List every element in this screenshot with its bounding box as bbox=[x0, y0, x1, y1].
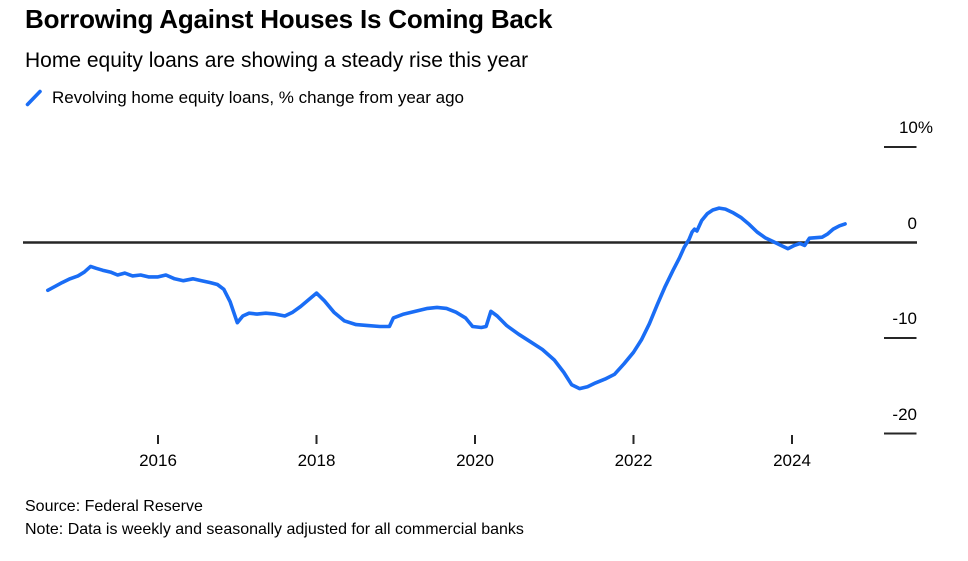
y-axis-label: 10% bbox=[898, 118, 933, 137]
home-equity-loans-line bbox=[46, 206, 847, 391]
legend: Revolving home equity loans, % change fr… bbox=[25, 88, 464, 108]
x-axis-label: 2022 bbox=[614, 451, 653, 470]
y-axis-label: 0 bbox=[907, 213, 917, 233]
source-text: Source: Federal Reserve bbox=[25, 498, 203, 515]
y-axis-label: -10 bbox=[892, 309, 917, 328]
chart-title: Borrowing Against Houses Is Coming Back bbox=[25, 4, 553, 34]
note-text: Note: Data is weekly and seasonally adju… bbox=[25, 521, 524, 538]
blue-slash-icon bbox=[25, 89, 42, 107]
x-axis-label: 2020 bbox=[456, 451, 494, 470]
chart-subtitle: Home equity loans are showing a steady r… bbox=[25, 49, 529, 72]
y-axis-label: -20 bbox=[892, 404, 917, 424]
x-axis-label: 2024 bbox=[773, 451, 811, 470]
x-axis-label: 2016 bbox=[139, 451, 177, 470]
legend-label: Revolving home equity loans, % change fr… bbox=[52, 88, 465, 107]
x-axis-label: 2018 bbox=[297, 451, 336, 470]
